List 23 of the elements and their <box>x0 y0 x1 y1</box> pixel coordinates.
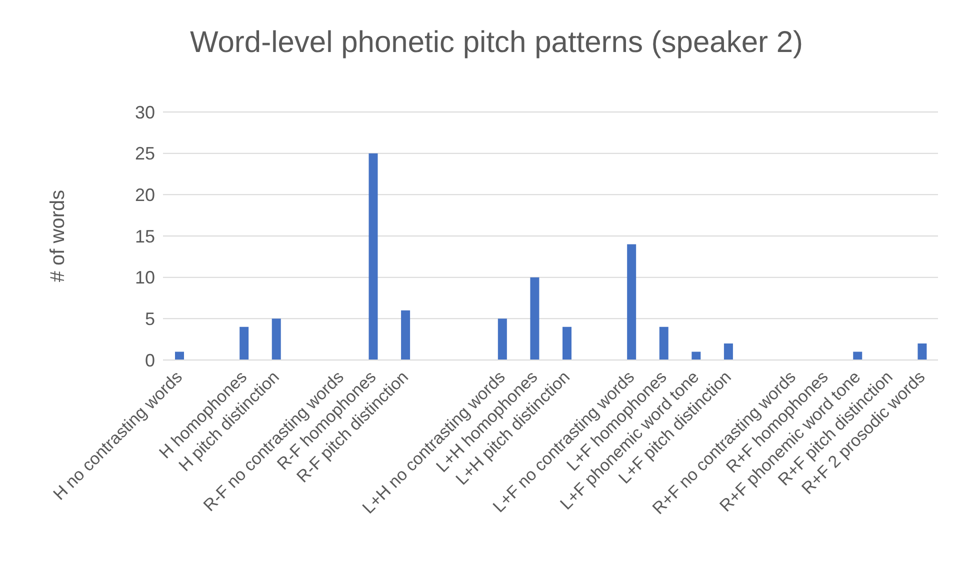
bar <box>692 352 701 360</box>
bar <box>175 352 184 360</box>
chart-title: Word-level phonetic pitch patterns (speaker 2) <box>188 26 804 60</box>
bar <box>498 318 507 360</box>
y-tick-label: 30 <box>134 102 155 122</box>
y-tick-label: 15 <box>134 226 155 246</box>
bar <box>918 343 927 360</box>
y-axis-title: # of words <box>47 190 70 282</box>
bar <box>627 244 636 360</box>
y-tick-label: 20 <box>134 185 155 206</box>
bar <box>530 277 540 360</box>
y-tick-label: 5 <box>144 309 155 330</box>
bar <box>659 326 668 360</box>
y-tick-label: 10 <box>134 268 155 288</box>
bar <box>853 352 862 360</box>
bar <box>724 343 733 360</box>
y-tick-label: 25 <box>134 144 155 164</box>
bar <box>368 153 378 360</box>
bar <box>401 310 410 360</box>
bar <box>240 326 249 360</box>
bar <box>562 326 572 360</box>
bar <box>272 318 281 360</box>
y-tick-label: 0 <box>144 350 155 370</box>
